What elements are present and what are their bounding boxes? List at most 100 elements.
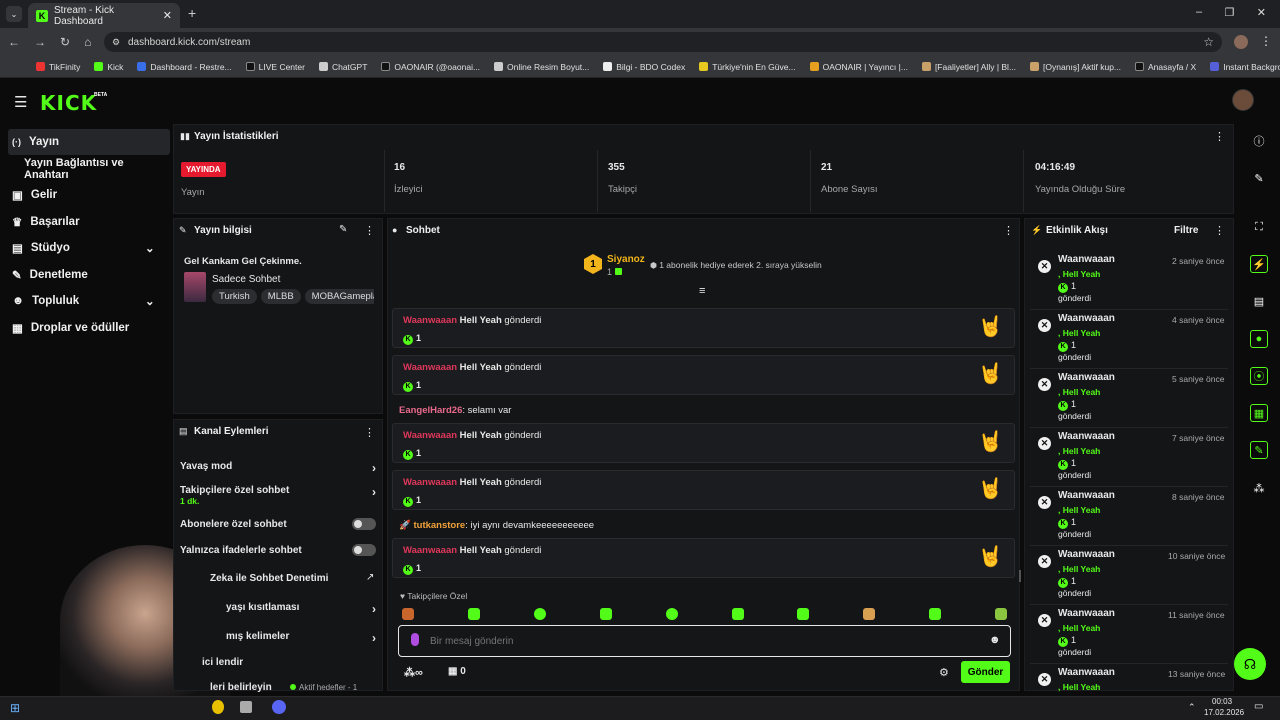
- emote-icon[interactable]: [534, 608, 546, 620]
- chests-display[interactable]: ▦ 0: [448, 666, 466, 677]
- bookmark-5[interactable]: OAONAIR (@oaonai...: [381, 62, 480, 72]
- discord-icon[interactable]: [272, 700, 286, 714]
- ai-moderation-label[interactable]: Zeka ile Sohbet Denetimi: [210, 573, 329, 584]
- followers-only-row[interactable]: Takipçilere özel sohbet ›: [180, 485, 376, 499]
- browser-tab[interactable]: K Stream - Kick Dashboard ✕: [28, 3, 180, 28]
- sidebar-item-yayin[interactable]: (·) Yayın: [8, 129, 170, 155]
- tray-chevron-icon[interactable]: ⌃: [1188, 702, 1196, 712]
- top-gifter-name[interactable]: Siyanoz: [607, 254, 645, 265]
- document-icon[interactable]: ▤: [1253, 295, 1265, 308]
- back-icon[interactable]: ←: [8, 35, 20, 49]
- bookmark-6[interactable]: Online Resim Boyut...: [494, 62, 589, 72]
- printer-icon[interactable]: ▦: [1250, 404, 1268, 422]
- bookmark-9[interactable]: OAONAIR | Yayıncı |...: [809, 62, 908, 72]
- bookmark-12[interactable]: Anasayfa / X: [1135, 62, 1196, 72]
- stream-info-menu-icon[interactable]: ⋮: [364, 225, 375, 237]
- tag-chip[interactable]: MLBB: [260, 289, 301, 304]
- bookmark-3[interactable]: LIVE Center: [245, 62, 305, 72]
- bookmark-star-icon[interactable]: ☆: [1203, 35, 1214, 49]
- chat-menu-icon[interactable]: ⋮: [1003, 225, 1014, 237]
- forward-icon[interactable]: →: [34, 35, 46, 49]
- category-name[interactable]: Sadece Sohbet: [212, 274, 281, 285]
- bookmark-11[interactable]: [Oynanış] Aktif kup...: [1030, 62, 1121, 72]
- emote-icon[interactable]: [402, 608, 414, 620]
- bookmark-1[interactable]: Kick: [94, 62, 123, 72]
- taskbar-app-icon[interactable]: [240, 701, 252, 713]
- sidebar-item-denetleme[interactable]: ✎ Denetleme: [12, 269, 88, 282]
- age-restriction-row[interactable]: yaşı kısıtlaması ›: [226, 602, 376, 616]
- url-field[interactable]: ⚙ dashboard.kick.com/stream ☆: [104, 32, 1222, 52]
- bookmark-13[interactable]: Instant Background...: [1210, 62, 1280, 72]
- emote-icon[interactable]: [600, 608, 612, 620]
- emote-icon[interactable]: [797, 608, 809, 620]
- sidebar-item-topluluk[interactable]: ☻ Topluluk ⌄: [12, 295, 155, 308]
- emoji-picker-icon[interactable]: ☻: [989, 634, 1001, 646]
- new-tab-button[interactable]: +: [188, 5, 197, 21]
- emote-icon[interactable]: [468, 608, 480, 620]
- bookmark-10[interactable]: [Faaliyetler] Ally | Bl...: [921, 62, 1016, 72]
- emote-icon[interactable]: [666, 608, 678, 620]
- tag-chip[interactable]: MOBAGamepla: [304, 289, 374, 304]
- sidebar-item-basarilar[interactable]: ♛ Başarılar: [12, 216, 80, 229]
- share-icon[interactable]: ⁂: [1253, 482, 1265, 495]
- close-window-icon[interactable]: ✕: [1256, 7, 1266, 19]
- lightning-panel-icon[interactable]: ⚡: [1250, 255, 1268, 273]
- banned-words-row[interactable]: mış kelimeler ›: [226, 631, 376, 645]
- emote-icon[interactable]: [863, 608, 875, 620]
- hamburger-menu-icon[interactable]: ☰: [14, 94, 28, 111]
- emote-icon[interactable]: [732, 608, 744, 620]
- minimize-icon[interactable]: –: [1196, 6, 1203, 18]
- edit-icon[interactable]: ✎: [1254, 172, 1264, 185]
- support-headset-icon[interactable]: ☊: [1234, 648, 1266, 680]
- external-link-icon[interactable]: ↗: [366, 572, 375, 583]
- notification-icon[interactable]: ▭: [1254, 701, 1264, 712]
- slow-mode-row[interactable]: Yavaş mod ›: [180, 461, 376, 475]
- subscribers-only-toggle[interactable]: [352, 518, 376, 530]
- microphone-icon[interactable]: [411, 633, 419, 646]
- home-icon[interactable]: ⌂: [84, 35, 92, 49]
- broadcast-panel-icon[interactable]: ⦿: [1250, 367, 1268, 385]
- browser-menu-icon[interactable]: ⋮: [1260, 34, 1272, 48]
- promote-row[interactable]: ici lendir: [202, 657, 244, 668]
- chat-input[interactable]: [430, 632, 970, 650]
- stats-menu-icon[interactable]: ⋮: [1214, 131, 1225, 143]
- sidebar-item-droplar[interactable]: ▦ Droplar ve ödüller: [12, 322, 130, 335]
- tab-list-button[interactable]: ⌄: [6, 6, 22, 22]
- site-info-icon[interactable]: ⚙: [112, 36, 121, 47]
- points-display[interactable]: ⁂∞: [404, 667, 423, 679]
- chat-panel-icon[interactable]: ●: [1250, 330, 1268, 348]
- sidebar-item-studyo[interactable]: ▤ Stüdyo ⌄: [12, 242, 155, 255]
- reload-icon[interactable]: ↻: [60, 35, 71, 49]
- filter-button[interactable]: Filtre: [1174, 225, 1199, 236]
- bookmark-7[interactable]: Bilgi - BDO Codex: [603, 62, 685, 72]
- channel-actions-menu-icon[interactable]: ⋮: [364, 427, 375, 439]
- goals-row[interactable]: leri belirleyin: [210, 682, 272, 693]
- bookmark-4[interactable]: ChatGPT: [318, 62, 367, 72]
- info-icon[interactable]: ⓘ: [1253, 136, 1265, 148]
- emote-icon[interactable]: [995, 608, 1007, 620]
- bookmark-8[interactable]: Türkiye'nin En Güve...: [699, 62, 796, 72]
- bookmark-2[interactable]: Dashboard - Restre...: [137, 62, 232, 72]
- taskbar-app-icon[interactable]: [212, 700, 224, 714]
- send-button[interactable]: Gönder: [961, 661, 1010, 683]
- money-icon: ▣: [12, 190, 23, 202]
- activity-menu-icon[interactable]: ⋮: [1214, 225, 1225, 237]
- edit-pencil-icon[interactable]: ✎: [339, 224, 348, 235]
- emote-only-toggle[interactable]: [352, 544, 376, 556]
- collapse-pinned-icon[interactable]: ≡: [699, 285, 706, 297]
- sidebar-item-gelir[interactable]: ▣ Gelir: [12, 189, 58, 202]
- windows-start-icon[interactable]: ⊞: [10, 701, 21, 715]
- sidebar-item-stream-key[interactable]: Yayın Bağlantısı ve Anahtarı: [24, 157, 124, 181]
- kick-logo[interactable]: KICK: [40, 91, 98, 115]
- emote-icon[interactable]: [929, 608, 941, 620]
- restore-icon[interactable]: ❐: [1224, 7, 1235, 19]
- bookmark-0[interactable]: TikFinity: [36, 62, 80, 72]
- user-avatar[interactable]: [1232, 89, 1254, 111]
- wrench-panel-icon[interactable]: ✎: [1250, 441, 1268, 459]
- tag-chip[interactable]: Turkish: [212, 289, 257, 304]
- chat-scrollbar[interactable]: [1019, 570, 1021, 582]
- fullscreen-icon[interactable]: ⛶: [1255, 220, 1263, 233]
- chat-settings-icon[interactable]: ⚙: [939, 667, 949, 679]
- profile-avatar-browser[interactable]: [1234, 35, 1248, 49]
- close-tab-icon[interactable]: ✕: [162, 10, 172, 22]
